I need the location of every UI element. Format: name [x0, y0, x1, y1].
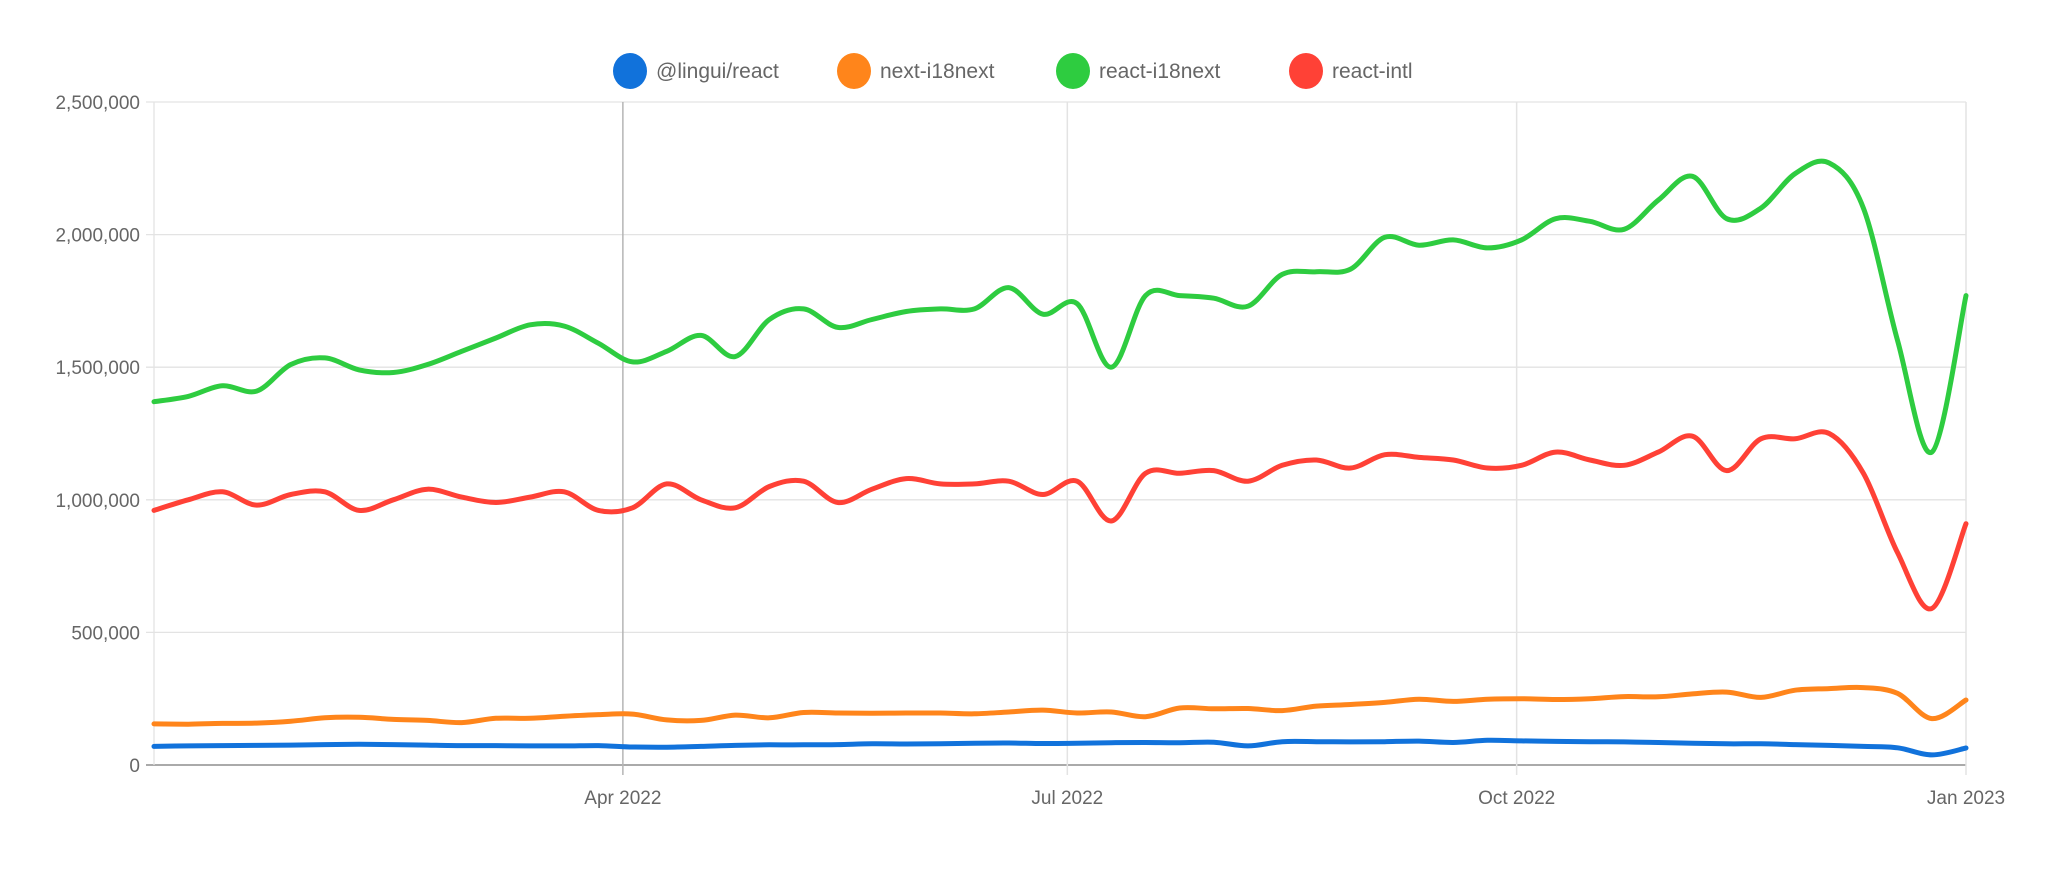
x-axis: Apr 2022 Jul 2022 Oct 2022 Jan 2023 [584, 788, 2005, 809]
legend-swatch [837, 53, 871, 89]
legend-swatch [1289, 53, 1323, 89]
series-line-react-i18next [151, 158, 1969, 455]
y-tick-label: 2,000,000 [55, 226, 140, 247]
series-line-react-intl [151, 429, 1969, 612]
y-axis: 0 500,000 1,000,000 1,500,000 2,000,000 2,500… [55, 93, 140, 777]
x-tick-label: Apr 2022 [584, 788, 661, 809]
legend-item: react-i18next [1056, 53, 1221, 89]
y-tick-label: 2,500,000 [55, 93, 140, 114]
y-tick-label: 0 [129, 756, 140, 777]
legend-swatch [1056, 53, 1090, 89]
grid [146, 101, 1967, 775]
series-lines [151, 158, 1969, 758]
legend-label: react-i18next [1099, 60, 1221, 83]
y-tick-label: 1,500,000 [55, 358, 140, 379]
series-line-lingui-react [151, 737, 1969, 758]
y-tick-label: 1,000,000 [55, 491, 140, 512]
x-tick-label: Jul 2022 [1031, 788, 1103, 809]
legend-label: next-i18next [880, 60, 995, 83]
legend-swatch [613, 53, 647, 89]
series-line-next-i18next [151, 684, 1969, 727]
legend-item: react-intl [1289, 53, 1413, 89]
x-tick-label: Oct 2022 [1478, 788, 1555, 809]
x-tick-label: Jan 2023 [1927, 788, 2005, 809]
legend-label: react-intl [1332, 60, 1413, 83]
y-tick-label: 500,000 [71, 623, 140, 644]
legend-item: @lingui/react [613, 53, 779, 89]
legend-item: next-i18next [837, 53, 995, 89]
legend-label: @lingui/react [656, 60, 779, 83]
legend: @lingui/react next-i18next react-i18next re… [613, 53, 1413, 89]
